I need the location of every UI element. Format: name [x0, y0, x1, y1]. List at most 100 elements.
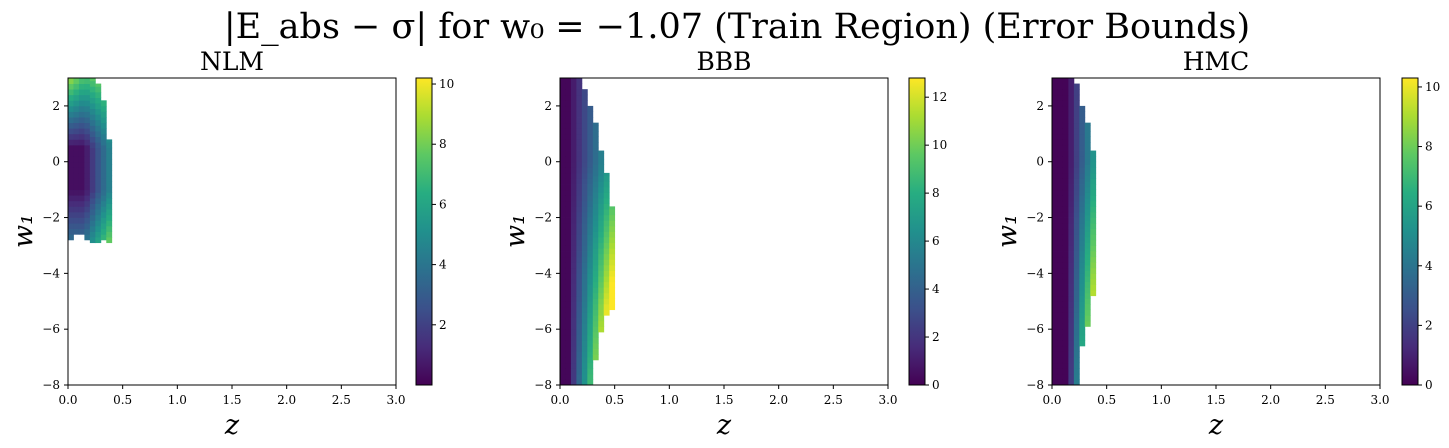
heatmap-cell [1057, 362, 1064, 369]
heatmap-cell [587, 217, 594, 224]
plot-frame [1051, 77, 1381, 386]
heatmap-cell [1062, 128, 1069, 135]
heatmap-cell [1052, 172, 1058, 179]
heatmap-cell [1090, 189, 1097, 196]
heatmap-cell [587, 178, 594, 185]
heatmap-cell [84, 184, 91, 191]
heatmap-cell [95, 103, 102, 110]
heatmap-cell [592, 248, 599, 255]
heatmap-cell [592, 158, 599, 165]
heatmap-cell [1057, 301, 1064, 308]
heatmap-cell [1068, 178, 1075, 185]
heatmap-cell [609, 209, 616, 216]
heatmap-cell [1073, 245, 1080, 252]
heatmap-cell [565, 195, 572, 202]
heatmap-cell [592, 354, 599, 361]
heatmap-cell [576, 228, 583, 235]
heatmap-cell [576, 351, 583, 358]
heatmap-cell [592, 264, 599, 271]
heatmap-cell [587, 117, 594, 124]
heatmap-cell [1068, 211, 1075, 218]
heatmap-cell [598, 292, 605, 299]
colorbar-tick-label: 10 [439, 77, 454, 91]
heatmap-cell [1068, 323, 1075, 330]
heatmap-cell [581, 111, 588, 118]
heatmap-cell [560, 105, 566, 112]
heatmap-cell [576, 133, 583, 140]
heatmap-cell [570, 133, 577, 140]
heatmap-cell [592, 147, 599, 154]
heatmap-cell [565, 211, 572, 218]
heatmap-cell [1068, 239, 1075, 246]
x-tick-label: 0.0 [550, 393, 569, 407]
heatmap-cell [106, 203, 113, 210]
heatmap-cell [560, 223, 566, 230]
panel-title: HMC [1183, 47, 1250, 76]
heatmap-cell [609, 206, 616, 210]
heatmap-cell [1052, 256, 1058, 263]
heatmap-cell [1057, 295, 1064, 302]
heatmap-cell [592, 192, 599, 199]
heatmap-cell [587, 329, 594, 336]
heatmap-cell [581, 89, 588, 96]
heatmap-cell [73, 156, 80, 163]
heatmap-cell [95, 181, 102, 188]
heatmap-cell [73, 139, 80, 146]
heatmap-cell [587, 211, 594, 218]
heatmap-cell [95, 198, 102, 204]
heatmap-cell [73, 184, 80, 191]
heatmap-cell [581, 284, 588, 291]
heatmap-cell [1079, 284, 1086, 291]
heatmap-cell [89, 175, 96, 182]
x-tick-label: 1.0 [168, 393, 187, 407]
heatmap-cell [598, 264, 605, 271]
heatmap-cell [587, 105, 594, 112]
colorbar-tick-label: 2 [932, 330, 940, 344]
heatmap-cell [587, 267, 594, 274]
heatmap-cell [1084, 147, 1091, 154]
heatmap-cell [565, 340, 572, 347]
heatmap-cell [95, 214, 102, 221]
x-tick-label: 0.5 [113, 393, 132, 407]
heatmap-cell [78, 150, 85, 157]
heatmap-cell [603, 248, 610, 255]
heatmap-cell [1090, 228, 1097, 235]
heatmap-cell [68, 94, 74, 101]
heatmap-cell [570, 379, 577, 386]
heatmap-cell [84, 195, 91, 202]
heatmap-cell [592, 276, 599, 283]
heatmap-cell [1062, 273, 1069, 280]
heatmap-cell [565, 312, 572, 319]
heatmap-cell [1052, 295, 1058, 302]
heatmap-cell [565, 306, 572, 313]
heatmap-cell [84, 217, 91, 224]
heatmap-cell [1062, 133, 1069, 140]
heatmap-cell [598, 214, 605, 221]
heatmap-cell [570, 89, 577, 96]
heatmap-cell [570, 156, 577, 163]
heatmap-cell [560, 94, 566, 101]
heatmap-cell [84, 122, 91, 129]
heatmap-cell [565, 373, 572, 380]
heatmap-cell [576, 144, 583, 151]
heatmap-cell [592, 270, 599, 277]
heatmap-cell [560, 245, 566, 252]
heatmap-cell [1068, 306, 1075, 313]
heatmap-cell [576, 156, 583, 163]
heatmap-cell [603, 242, 610, 249]
heatmap-cell [1079, 256, 1086, 263]
heatmap-cell [609, 298, 616, 305]
y-tick-label: −4 [42, 266, 60, 280]
heatmap-cell [592, 209, 599, 216]
heatmap-cell [106, 181, 113, 188]
heatmap-cell [68, 211, 74, 218]
heatmap-cell [1090, 251, 1097, 258]
colorbar: 2 4 6 8 10 [415, 77, 454, 386]
heatmap-cell [84, 156, 91, 163]
heatmap-cell [1062, 301, 1069, 308]
heatmap-cell [1052, 245, 1058, 252]
heatmap-cell [587, 144, 594, 151]
heatmap-cell [1062, 312, 1069, 319]
heatmap-cell [1084, 214, 1091, 221]
heatmap-cell [73, 122, 80, 129]
